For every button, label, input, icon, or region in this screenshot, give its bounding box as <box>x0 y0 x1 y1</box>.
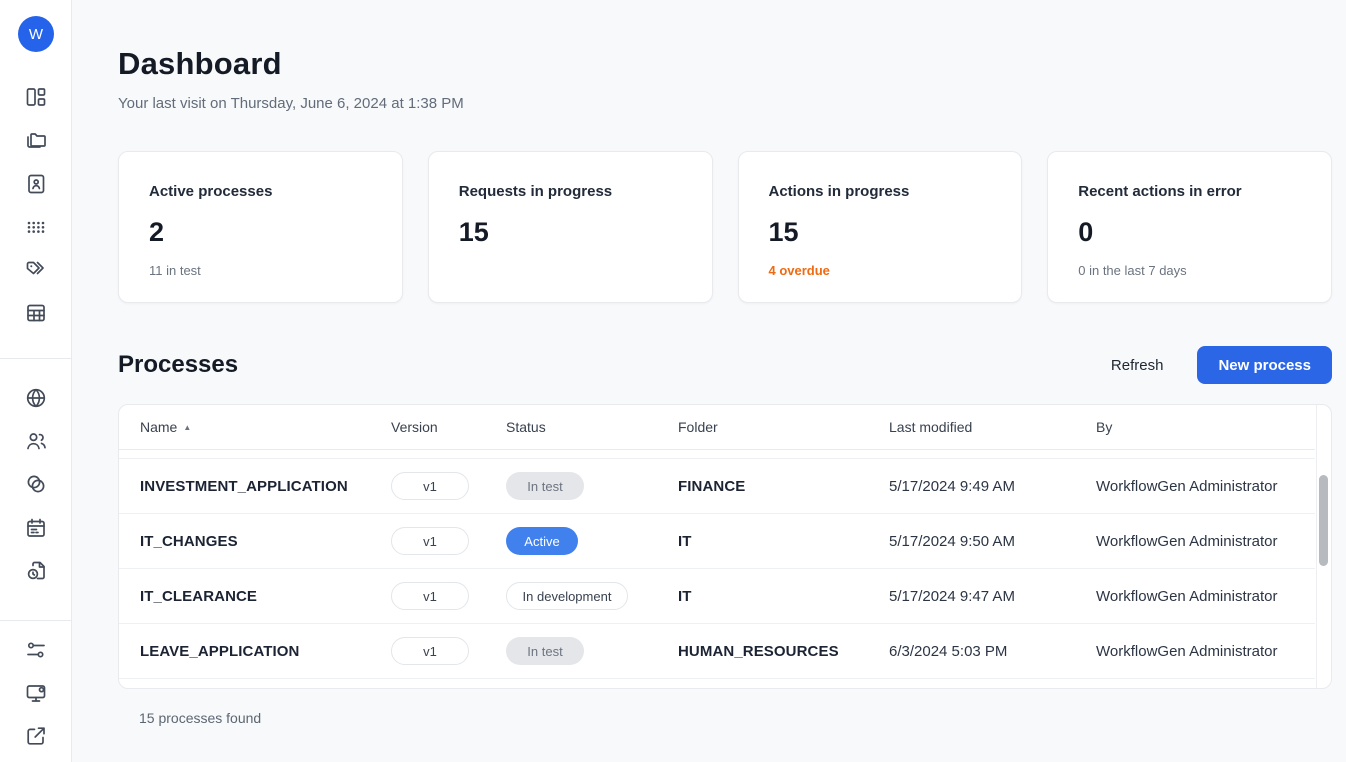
apps-grid-icon[interactable] <box>24 215 48 239</box>
version-pill[interactable]: v1 <box>391 582 469 610</box>
version-pill[interactable]: v1 <box>391 472 469 500</box>
process-by: WorkflowGen Administrator <box>1096 587 1278 605</box>
file-clock-icon[interactable] <box>24 559 48 583</box>
sidebar-divider <box>0 620 72 621</box>
tags-icon[interactable] <box>24 258 48 282</box>
process-name: IT_CLEARANCE <box>140 587 258 605</box>
version-pill[interactable]: v1 <box>391 527 469 555</box>
table-row[interactable]: LEAVE_APPLICATION v1 In test HUMAN_RESOU… <box>119 624 1315 679</box>
process-name: INVESTMENT_APPLICATION <box>140 477 348 495</box>
folders-icon[interactable] <box>24 128 48 152</box>
processes-table: Name ▲ Version Status Folder Last modifi… <box>118 404 1332 689</box>
process-modified: 5/17/2024 9:49 AM <box>889 477 1015 495</box>
processes-title: Processes <box>118 351 239 378</box>
column-header-modified[interactable]: Last modified <box>889 419 973 435</box>
column-header-folder[interactable]: Folder <box>678 419 718 435</box>
user-avatar[interactable]: W <box>18 16 54 52</box>
refresh-button[interactable]: Refresh <box>1101 351 1174 380</box>
table-header-row: Name ▲ Version Status Folder Last modifi… <box>119 405 1315 450</box>
status-badge: In test <box>506 637 584 665</box>
scrollbar-thumb[interactable] <box>1319 475 1328 566</box>
users-icon[interactable] <box>24 429 48 453</box>
sliders-icon[interactable] <box>24 638 48 662</box>
stat-label: Recent actions in error <box>1078 183 1242 200</box>
status-badge: In test <box>506 472 584 500</box>
globe-icon[interactable] <box>24 386 48 410</box>
stat-card-active-processes[interactable]: Active processes 2 11 in test <box>118 151 403 303</box>
sort-asc-icon: ▲ <box>183 422 192 432</box>
partial-row-top <box>119 450 1315 459</box>
version-pill[interactable]: v1 <box>391 637 469 665</box>
page-title: Dashboard <box>118 46 282 81</box>
external-link-icon[interactable] <box>24 724 48 748</box>
processes-count: 15 processes found <box>139 710 262 726</box>
monitor-icon[interactable] <box>24 681 48 705</box>
stat-card-actions-in-progress[interactable]: Actions in progress 15 4 overdue <box>737 151 1023 303</box>
table-row[interactable]: IT_CHANGES v1 Active IT 5/17/2024 9:50 A… <box>119 514 1315 569</box>
calendar-icon[interactable] <box>24 516 48 540</box>
status-badge: In development <box>506 582 628 610</box>
process-folder: HUMAN_RESOURCES <box>678 642 839 660</box>
sidebar: W <box>0 0 72 762</box>
stat-cards: Active processes 2 11 in test Requests i… <box>118 151 1332 303</box>
stat-card-requests-in-progress[interactable]: Requests in progress 15 <box>427 151 713 303</box>
status-badge: Active <box>506 527 578 555</box>
process-modified: 5/17/2024 9:47 AM <box>889 587 1015 605</box>
dashboard-icon[interactable] <box>24 85 48 109</box>
stat-value: 0 <box>1078 217 1094 247</box>
stat-card-recent-errors[interactable]: Recent actions in error 0 0 in the last … <box>1047 151 1332 303</box>
table-scrollbar <box>1316 405 1331 688</box>
process-name: LEAVE_APPLICATION <box>140 642 300 660</box>
table-icon[interactable] <box>24 301 48 325</box>
circles-overlap-icon[interactable] <box>24 472 48 496</box>
process-folder: FINANCE <box>678 477 746 495</box>
stat-note-overdue: 4 overdue <box>768 263 830 278</box>
stat-note: 0 in the last 7 days <box>1078 263 1187 278</box>
new-process-button[interactable]: New process <box>1197 346 1332 384</box>
process-name: IT_CHANGES <box>140 532 238 550</box>
stat-note: 11 in test <box>149 263 201 278</box>
process-by: WorkflowGen Administrator <box>1096 532 1278 550</box>
process-modified: 5/17/2024 9:50 AM <box>889 532 1015 550</box>
sidebar-divider <box>0 358 72 359</box>
table-row[interactable]: IT_CLEARANCE v1 In development IT 5/17/2… <box>119 569 1315 624</box>
contact-book-icon[interactable] <box>24 172 48 196</box>
stat-value: 2 <box>149 217 165 247</box>
stat-label: Active processes <box>149 183 273 200</box>
process-by: WorkflowGen Administrator <box>1096 642 1278 660</box>
last-visit-text: Your last visit on Thursday, June 6, 202… <box>118 95 464 112</box>
process-by: WorkflowGen Administrator <box>1096 477 1278 495</box>
table-row[interactable]: INVESTMENT_APPLICATION v1 In test FINANC… <box>119 459 1315 514</box>
stat-label: Actions in progress <box>768 183 910 200</box>
column-header-status[interactable]: Status <box>506 419 546 435</box>
process-folder: IT <box>678 587 692 605</box>
stat-label: Requests in progress <box>458 183 613 200</box>
stat-value: 15 <box>458 217 489 247</box>
process-folder: IT <box>678 532 692 550</box>
stat-value: 15 <box>768 217 799 247</box>
process-modified: 6/3/2024 5:03 PM <box>889 642 1008 660</box>
column-header-by[interactable]: By <box>1096 419 1113 435</box>
main-content: Dashboard Your last visit on Thursday, J… <box>72 0 1346 762</box>
column-header-version[interactable]: Version <box>391 419 438 435</box>
column-header-name[interactable]: Name ▲ <box>140 419 192 435</box>
